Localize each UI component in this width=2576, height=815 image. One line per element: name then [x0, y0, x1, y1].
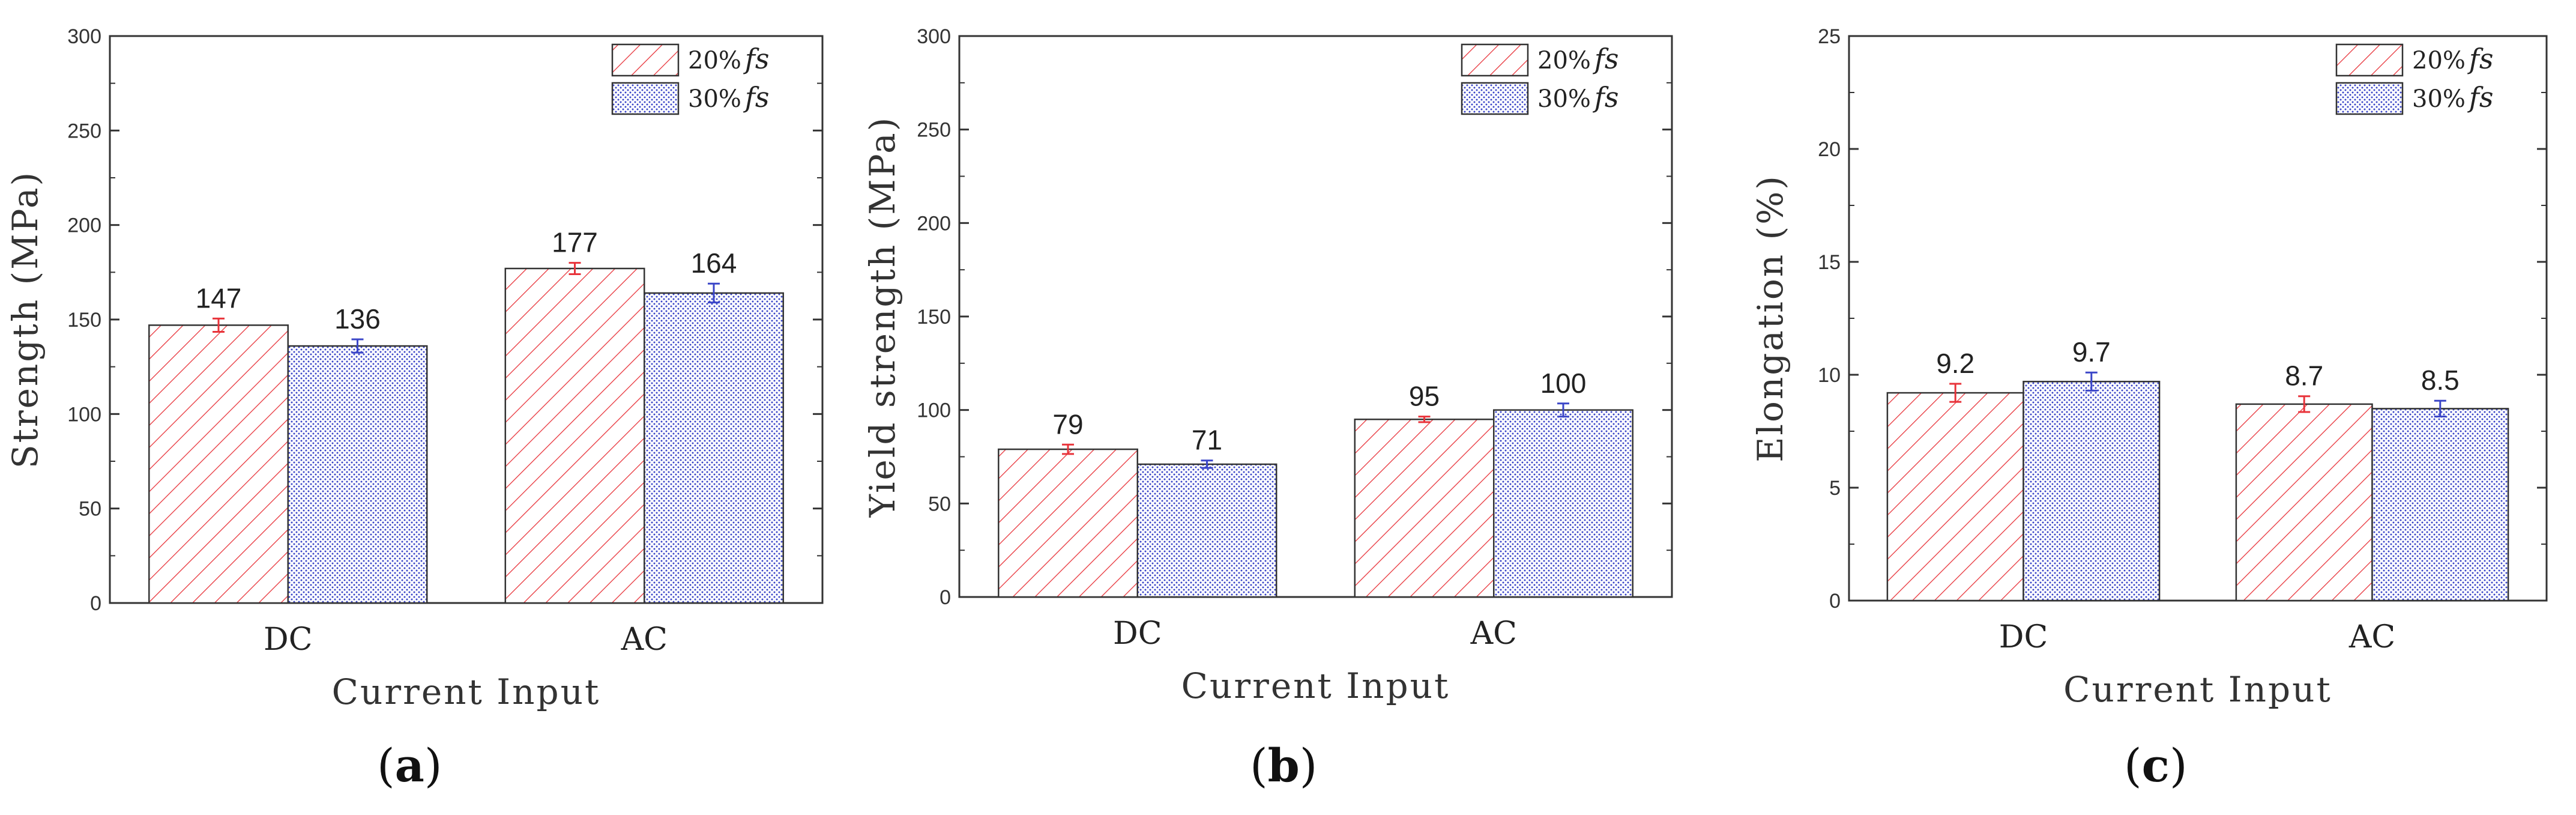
bar — [148, 324, 289, 604]
caption-c: (c) — [2124, 739, 2188, 792]
x-category-label: DC — [1999, 619, 2048, 655]
y-tick-label: 100 — [917, 399, 951, 422]
legend-label-fs: fs — [1593, 43, 1619, 75]
y-axis-title: Elongation (%) — [1750, 174, 1791, 462]
caption-a: (a) — [377, 739, 442, 792]
x-axis-title: Current Input — [2063, 669, 2332, 710]
legend-swatch — [611, 82, 680, 115]
legend-swatch — [1461, 43, 1529, 77]
y-tick-label: 100 — [67, 403, 101, 426]
y-tick-label: 250 — [67, 120, 101, 142]
bar — [1493, 409, 1633, 598]
data-label: 9.2 — [1936, 348, 1974, 379]
data-label: 71 — [1192, 425, 1222, 456]
caption-a-letter: a — [394, 739, 424, 792]
y-tick-label: 200 — [917, 212, 951, 235]
data-label: 8.5 — [2421, 365, 2460, 396]
legend-label: 30% fs — [2412, 81, 2494, 114]
y-tick-label: 300 — [67, 25, 101, 48]
bar — [2371, 408, 2509, 602]
y-tick-label: 300 — [917, 25, 951, 48]
legend-swatch — [1461, 82, 1529, 115]
x-category-label: DC — [264, 622, 312, 658]
legend-label-percent: 30% — [2412, 85, 2466, 113]
bar — [644, 292, 784, 604]
y-tick-label: 0 — [1829, 590, 1841, 613]
data-label: 136 — [334, 303, 381, 335]
y-axis-title: Yield strength (MPa) — [862, 116, 903, 518]
caption-c-letter: c — [2141, 739, 2170, 792]
y-tick-label: 50 — [79, 498, 101, 521]
bar — [1886, 392, 2024, 602]
y-tick-label: 200 — [67, 214, 101, 237]
y-tick-label: 10 — [1818, 364, 1841, 387]
legend-label: 20% fs — [1537, 43, 1619, 75]
data-label: 177 — [552, 227, 598, 258]
legend-label-fs: fs — [2467, 43, 2494, 75]
y-tick-label: 5 — [1829, 477, 1841, 500]
legend-label-fs: fs — [743, 81, 770, 114]
data-label: 79 — [1052, 408, 1083, 440]
x-axis-title: Current Input — [332, 671, 601, 712]
data-label: 147 — [196, 282, 242, 314]
data-label: 95 — [1409, 381, 1440, 412]
x-category-label: DC — [1113, 616, 1162, 652]
legend-label-fs: fs — [2467, 81, 2494, 114]
legend-label: 30% fs — [688, 81, 770, 114]
legend-label-percent: 30% — [1537, 85, 1591, 113]
bar — [998, 448, 1138, 598]
legend-label: 20% fs — [688, 43, 770, 75]
data-label: 8.7 — [2285, 360, 2323, 392]
legend-label: 30% fs — [1537, 81, 1619, 114]
legend-label-percent: 20% — [2412, 47, 2466, 74]
legend-swatch — [2335, 43, 2404, 77]
y-tick-label: 15 — [1818, 251, 1841, 274]
bar — [1354, 418, 1495, 598]
bar — [2235, 403, 2373, 602]
y-tick-label: 0 — [90, 592, 101, 615]
bar — [1136, 463, 1277, 598]
x-axis-title: Current Input — [1181, 665, 1450, 706]
legend-swatch — [2335, 82, 2404, 115]
data-label: 164 — [691, 247, 737, 279]
y-tick-label: 150 — [67, 309, 101, 332]
y-tick-label: 25 — [1818, 25, 1841, 48]
y-tick-label: 150 — [917, 306, 951, 329]
legend-swatch — [611, 43, 680, 77]
x-category-label: AC — [1470, 616, 1517, 652]
y-tick-label: 250 — [917, 119, 951, 142]
x-category-label: AC — [621, 622, 668, 658]
caption-b: (b) — [1250, 739, 1318, 792]
legend-label-percent: 30% — [688, 85, 741, 113]
legend-label-percent: 20% — [1537, 47, 1591, 74]
data-label: 9.7 — [2072, 336, 2111, 368]
y-tick-label: 0 — [940, 586, 951, 609]
y-axis-title: Strength (MPa) — [5, 171, 46, 468]
data-label: 100 — [1540, 368, 1587, 399]
legend-label-percent: 20% — [688, 47, 741, 74]
x-category-label: AC — [2348, 619, 2395, 655]
legend-label-fs: fs — [743, 43, 770, 75]
bar — [504, 267, 645, 604]
legend-label-fs: fs — [1593, 81, 1619, 114]
y-tick-label: 50 — [928, 492, 951, 515]
caption-b-letter: b — [1267, 739, 1300, 792]
y-tick-label: 20 — [1818, 138, 1841, 161]
bar — [287, 345, 428, 604]
legend-label: 20% fs — [2412, 43, 2494, 75]
bar — [2022, 381, 2161, 602]
